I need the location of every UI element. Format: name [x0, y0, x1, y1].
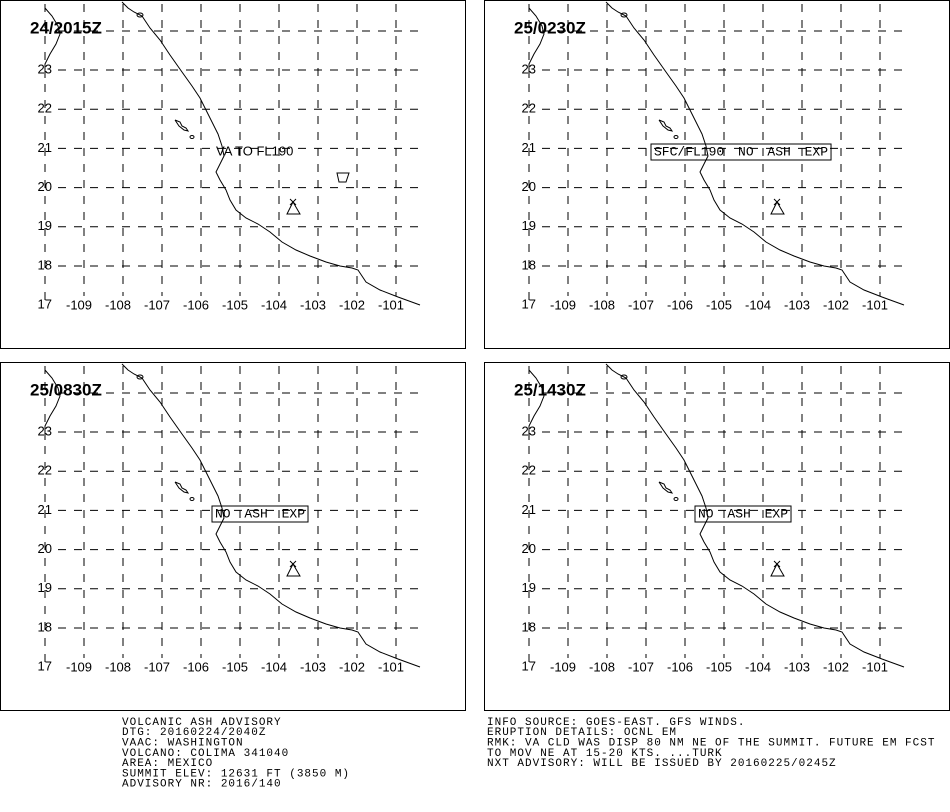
advisory-line: VAAC: WASHINGTON — [122, 738, 244, 750]
latitude-label: 22 — [522, 463, 536, 478]
latitude-label: 23 — [522, 423, 536, 438]
longitude-label: -103 — [784, 297, 810, 312]
latitude-label: 18 — [522, 619, 536, 634]
ash-annotation: VA TO FL190 — [216, 143, 293, 158]
latitude-label: 21 — [522, 140, 536, 155]
longitude-label: -109 — [66, 659, 92, 674]
latitude-label: 17 — [522, 297, 536, 312]
longitude-label: -101 — [378, 297, 404, 312]
ash-annotation: SFC/FL190 NO ASH EXP — [654, 144, 828, 159]
ash-annotation: NO ASH EXP — [215, 506, 305, 521]
longitude-label: -102 — [339, 659, 365, 674]
annotation-box — [650, 143, 832, 161]
longitude-label: -107 — [144, 659, 170, 674]
longitude-label: -103 — [300, 297, 326, 312]
advisory-line: NXT ADVISORY: WILL BE ISSUED BY 20160225… — [487, 758, 837, 770]
latitude-label: 23 — [38, 423, 52, 438]
longitude-label: -108 — [105, 297, 131, 312]
longitude-label: -105 — [222, 297, 248, 312]
latitude-label: 18 — [38, 257, 52, 272]
volcano-symbol — [770, 198, 785, 215]
latitude-label: 21 — [522, 502, 536, 517]
ash-area — [336, 172, 350, 183]
advisory-line: DTG: 20160224/2040Z — [122, 727, 266, 739]
longitude-label: -103 — [300, 659, 326, 674]
advisory-line: ERUPTION DETAILS: OCNL EM — [487, 727, 677, 739]
valid-time: 25/0830Z — [30, 380, 102, 399]
latitude-label: 23 — [38, 61, 52, 76]
longitude-label: -106 — [667, 297, 693, 312]
advisory-line: AREA: MEXICO — [122, 758, 213, 770]
panel-frame — [0, 362, 466, 711]
volcano-symbol — [286, 198, 301, 215]
longitude-label: -102 — [339, 297, 365, 312]
longitude-label: -107 — [144, 297, 170, 312]
advisory-line: SUMMIT ELEV: 12631 FT (3850 M) — [122, 768, 350, 780]
valid-time: 25/0230Z — [514, 18, 586, 37]
latitude-label: 20 — [38, 541, 52, 556]
longitude-label: -105 — [706, 297, 732, 312]
longitude-label: -103 — [784, 659, 810, 674]
annotation-box — [694, 505, 792, 523]
longitude-label: -102 — [823, 297, 849, 312]
advisory-line: VOLCANIC ASH ADVISORY — [122, 717, 282, 729]
map-panel: 23 22 21 20 19 18 17 -109 -108 -107 -106 -105 -104 -1… — [484, 362, 950, 711]
latitude-label: 19 — [38, 580, 52, 595]
longitude-label: -106 — [183, 659, 209, 674]
longitude-label: -104 — [745, 297, 771, 312]
latitude-label: 19 — [522, 218, 536, 233]
longitude-label: -108 — [105, 659, 131, 674]
longitude-label: -101 — [862, 297, 888, 312]
latitude-label: 22 — [522, 101, 536, 116]
longitude-label: -108 — [589, 659, 615, 674]
latitude-label: 22 — [38, 101, 52, 116]
latitude-label: 19 — [522, 580, 536, 595]
volcano-symbol — [770, 560, 785, 577]
map-panel: 23 22 21 20 19 18 17 -109 -108 -107 -106 -105 -104 -1… — [0, 362, 466, 711]
longitude-label: -104 — [745, 659, 771, 674]
longitude-label: -109 — [66, 297, 92, 312]
latitude-label: 21 — [38, 140, 52, 155]
latitude-label: 18 — [522, 257, 536, 272]
longitude-label: -104 — [261, 659, 287, 674]
advisory-line: VOLCANO: COLIMA 341040 — [122, 748, 289, 760]
longitude-label: -109 — [550, 659, 576, 674]
longitude-label: -106 — [183, 297, 209, 312]
valid-time: 25/1430Z — [514, 380, 586, 399]
longitude-label: -104 — [261, 297, 287, 312]
volcano-symbol — [286, 560, 301, 577]
longitude-label: -105 — [706, 659, 732, 674]
longitude-label: -101 — [378, 659, 404, 674]
latitude-label: 18 — [38, 619, 52, 634]
map-panel: 23 22 21 20 19 18 17 -109 -108 -107 -106 -105 -104 -1… — [0, 0, 466, 349]
advisory-line: INFO SOURCE: GOES-EAST. GFS WINDS. — [487, 717, 745, 729]
valid-time: 24/2015Z — [30, 18, 102, 37]
longitude-label: -107 — [628, 659, 654, 674]
longitude-label: -102 — [823, 659, 849, 674]
latitude-label: 17 — [38, 659, 52, 674]
map-panel: 23 22 21 20 19 18 17 -109 -108 -107 -106 -105 -104 -1… — [484, 0, 950, 349]
latitude-label: 20 — [522, 179, 536, 194]
latitude-label: 17 — [522, 659, 536, 674]
latitude-label: 20 — [522, 541, 536, 556]
longitude-label: -108 — [589, 297, 615, 312]
latitude-label: 20 — [38, 179, 52, 194]
longitude-label: -107 — [628, 297, 654, 312]
panel-frame — [0, 0, 466, 349]
advisory-line: ADVISORY NR: 2016/140 — [122, 779, 282, 791]
ash-annotation: NO ASH EXP — [698, 506, 788, 521]
latitude-label: 17 — [38, 297, 52, 312]
longitude-label: -105 — [222, 659, 248, 674]
longitude-label: -106 — [667, 659, 693, 674]
longitude-label: -109 — [550, 297, 576, 312]
longitude-label: -101 — [862, 659, 888, 674]
latitude-label: 22 — [38, 463, 52, 478]
annotation-box — [211, 505, 309, 523]
advisory-line: TO MOV NE AT 15-20 KTS. ...TURK — [487, 748, 723, 760]
advisory-line: RMK: VA CLD WAS DISP 80 NM NE OF THE SUM… — [487, 738, 935, 750]
latitude-label: 21 — [38, 502, 52, 517]
latitude-label: 19 — [38, 218, 52, 233]
latitude-label: 23 — [522, 61, 536, 76]
